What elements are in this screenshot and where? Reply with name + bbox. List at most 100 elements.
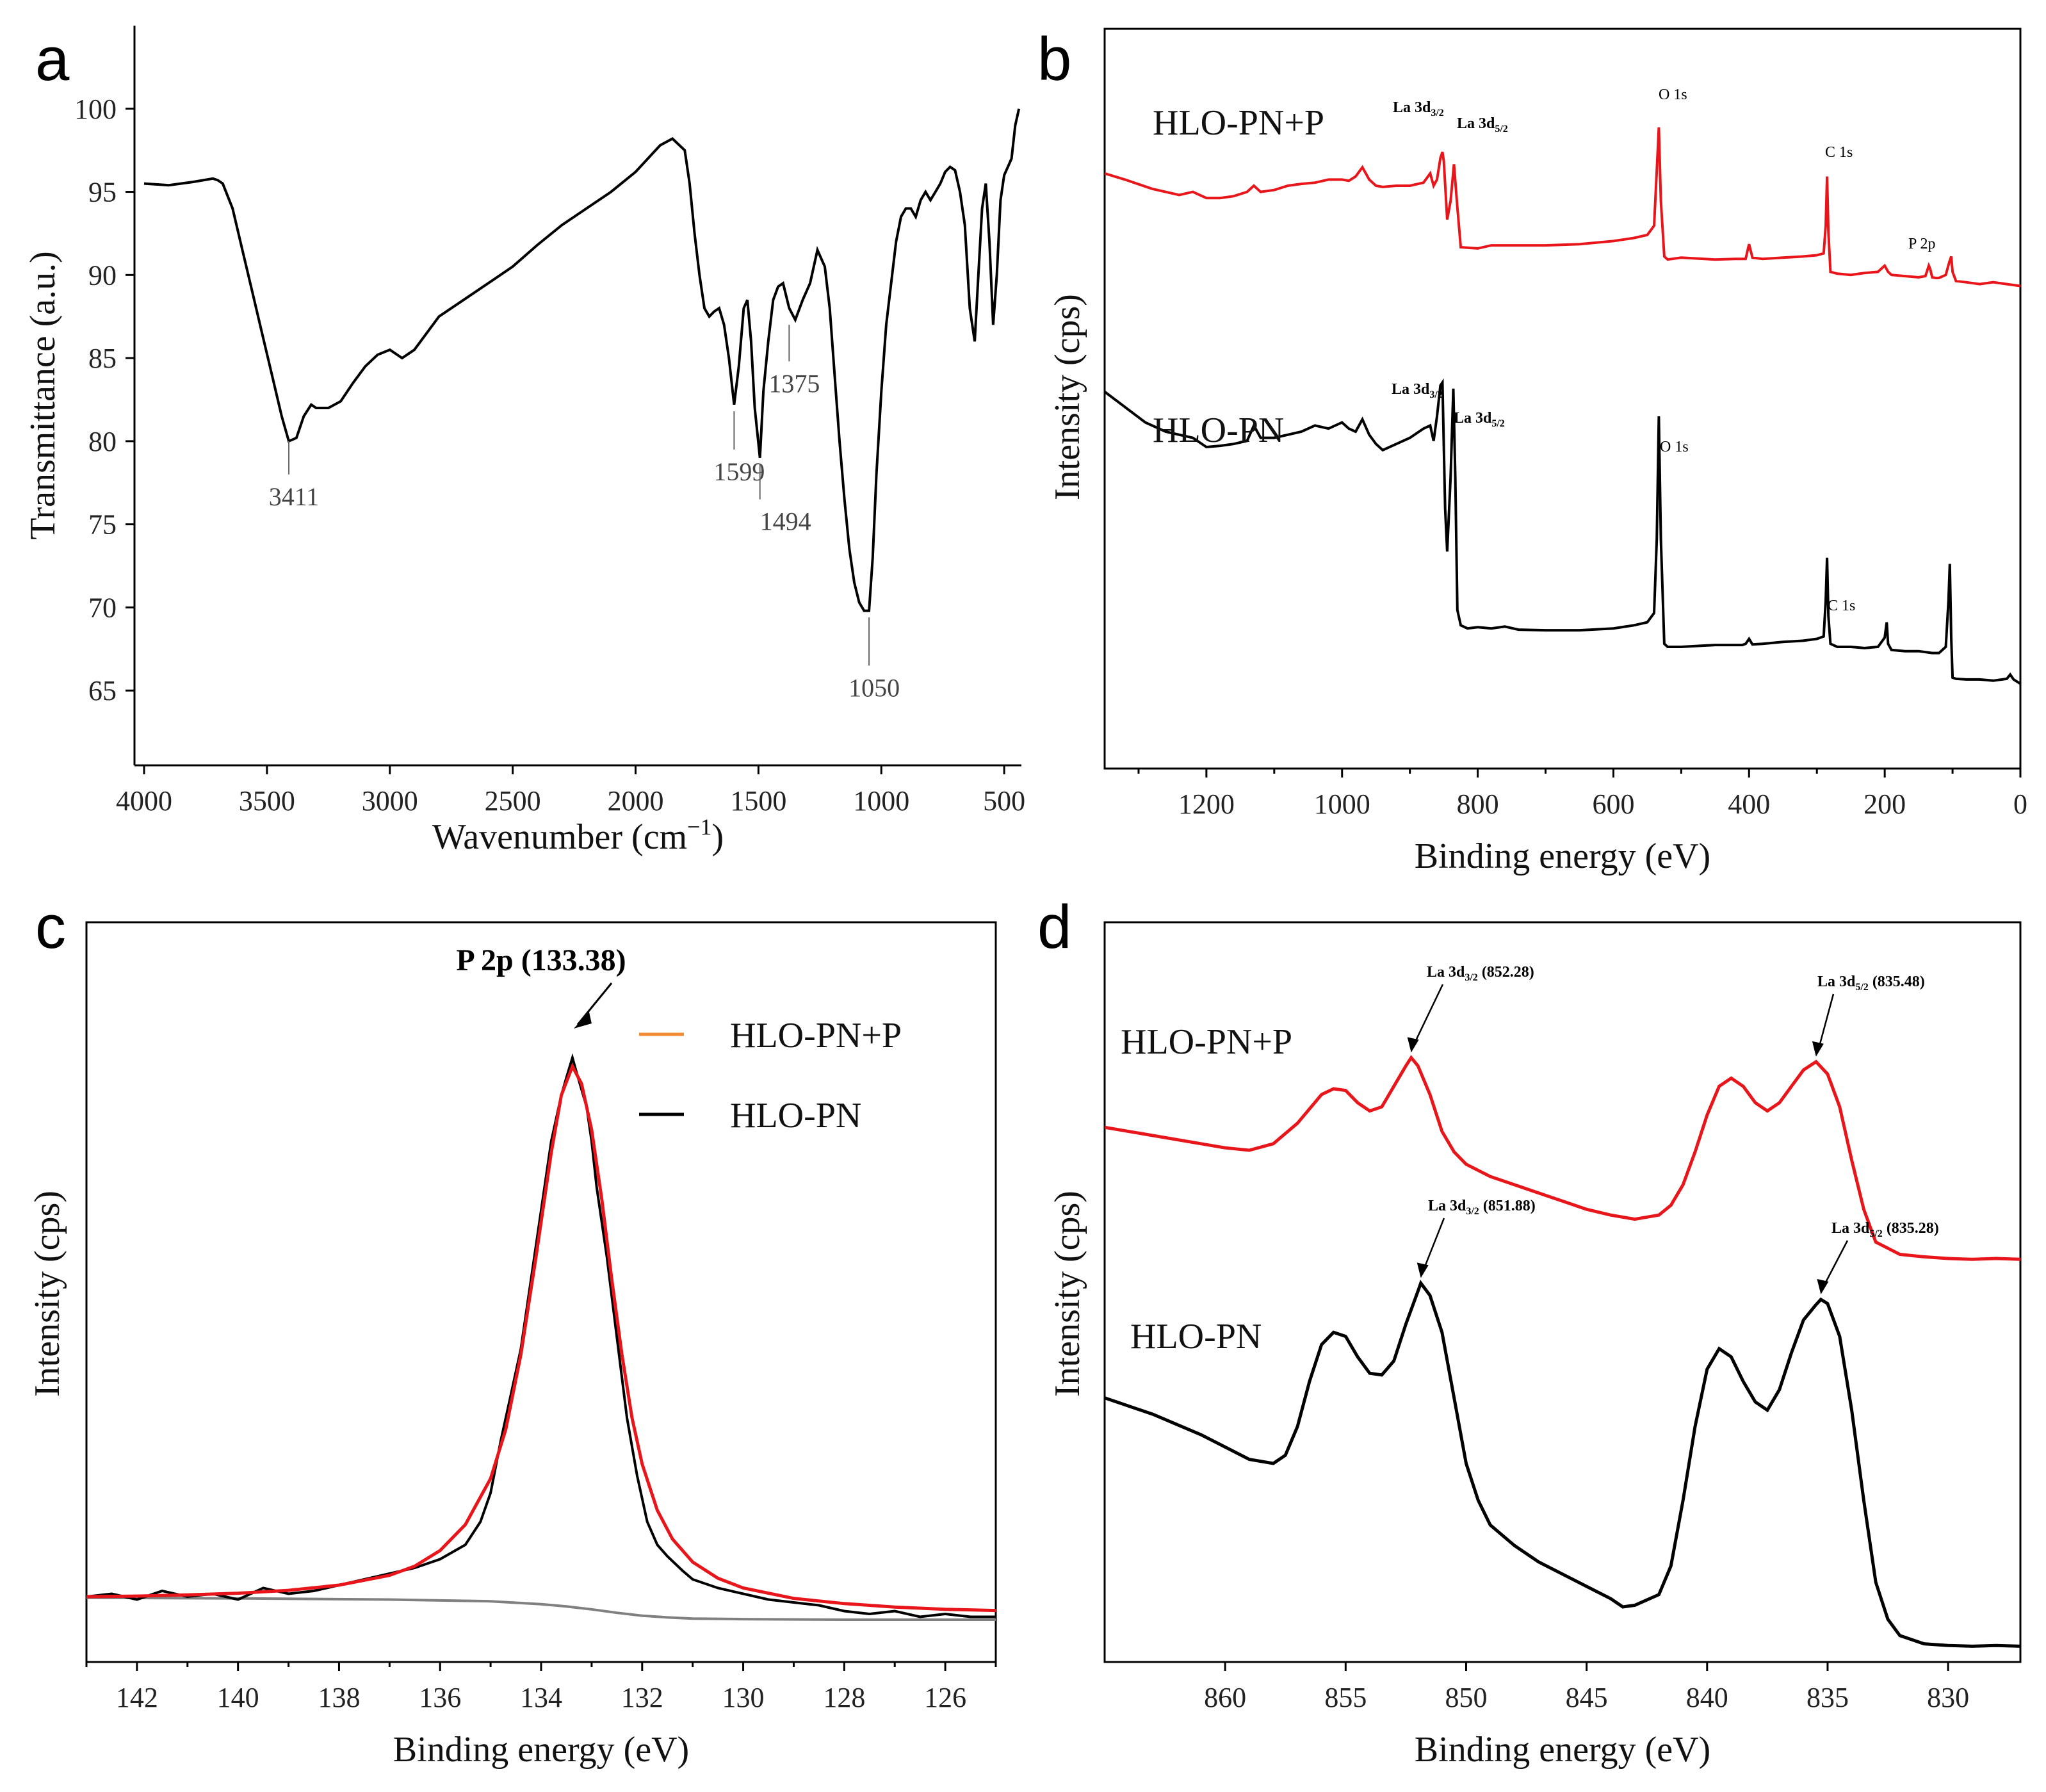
peak-label-main: La 3d — [1393, 99, 1431, 116]
legend-label: HLO-PN+P — [730, 1016, 902, 1055]
x-axis-label: Binding energy (eV) — [1415, 1730, 1710, 1770]
x-axis-label: Binding energy (eV) — [1415, 836, 1710, 876]
peak-arrowhead — [1817, 1279, 1829, 1294]
peak-annotation: 1599 — [713, 457, 765, 486]
x-axis-label-end: ) — [711, 817, 724, 857]
x-axis-label: Binding energy (eV) — [393, 1730, 689, 1770]
x-tick-label: 200 — [1863, 788, 1906, 820]
peak-label: La 3d3/2 (852.28) — [1427, 964, 1534, 983]
series-line-hlo-pn — [86, 1053, 996, 1618]
y-tick-label: 65 — [88, 675, 117, 706]
peak-label-main: La 3d — [1427, 964, 1465, 981]
y-axis-label: Intensity (cps) — [28, 1191, 67, 1397]
y-tick-label: 95 — [88, 177, 117, 208]
series-label-hlo-pn: HLO-PN — [1153, 411, 1284, 450]
x-tick-label: 400 — [1728, 788, 1770, 820]
y-tick-label: 90 — [88, 259, 117, 291]
y-tick-label: 85 — [88, 343, 117, 374]
peak-label-main: La 3d — [1428, 1198, 1466, 1214]
x-tick-label: 1500 — [730, 785, 786, 817]
baseline-line — [86, 1596, 996, 1621]
panel-letter-c: c — [35, 893, 66, 961]
peak-label-value: (835.28) — [1883, 1220, 1939, 1237]
peak-label-main: La 3d — [1392, 381, 1430, 398]
x-tick-label: 128 — [823, 1682, 865, 1713]
panel-d-la3d-chart: 860 855 850 845 840 835 830 HLO-PN+P HLO-PN La 3d… — [1048, 921, 2022, 1770]
peak-label: O 1s — [1659, 86, 1687, 103]
x-tick-label: 138 — [318, 1682, 360, 1713]
peak-arrow-line — [1817, 993, 1835, 1050]
y-tick-label: 75 — [88, 509, 117, 541]
x-tick-label: 855 — [1324, 1682, 1367, 1713]
y-tick-label: 70 — [88, 592, 117, 623]
x-tick-label: 140 — [217, 1682, 259, 1713]
x-tick-label: 142 — [116, 1682, 158, 1713]
x-tick-label: 600 — [1592, 788, 1634, 820]
peak-label-main: O 1s — [1659, 86, 1687, 103]
x-tick-label: 130 — [722, 1682, 765, 1713]
peak-label-main: La 3d — [1817, 973, 1856, 990]
peak-label: P 2p — [1908, 236, 1935, 252]
y-tick-label: 80 — [88, 426, 117, 457]
series-line-hlo-pn-p — [86, 1062, 996, 1613]
peak-annotation-p2p: P 2p (133.38) — [456, 943, 626, 977]
x-tick-label: 835 — [1806, 1682, 1849, 1713]
x-tick-label: 3500 — [239, 785, 295, 817]
x-tick-label: 134 — [520, 1682, 562, 1713]
peak-label-value: (835.48) — [1869, 973, 1925, 990]
peak-annotation: 3411 — [269, 482, 320, 511]
panel-c-p2p-chart: 142 140 138 136 134 132 130 128 126 P 2p (133.38)… — [28, 921, 997, 1770]
peak-arrowhead — [1407, 1037, 1419, 1053]
x-axis-label-main: Wavenumber (cm — [432, 817, 687, 857]
panel-a-ftir-chart: 65 70 75 80 85 90 95 100 4000 3500 3000 2500 2000 150… — [23, 26, 1025, 857]
peak-annotation: 1050 — [848, 673, 900, 702]
panel-letter-d: d — [1037, 893, 1071, 961]
panel-letter-a: a — [35, 25, 70, 94]
x-tick-label: 840 — [1686, 1682, 1728, 1713]
peak-label: C 1s — [1828, 598, 1855, 614]
legend-label: HLO-PN — [730, 1096, 861, 1136]
peak-arrow-line — [1422, 1218, 1445, 1271]
plot-frame — [1103, 28, 2022, 770]
peak-arrow-line — [1823, 1240, 1849, 1287]
x-tick-label: 2000 — [608, 785, 664, 817]
y-tick-label: 100 — [74, 94, 117, 125]
peak-label-sub: 3/2 — [1431, 108, 1443, 118]
peak-label-main: C 1s — [1828, 598, 1855, 614]
x-tick-label: 500 — [983, 785, 1025, 817]
peak-label-main: La 3d — [1831, 1220, 1870, 1237]
peak-label: La 3d5/2 (835.28) — [1831, 1220, 1939, 1239]
annotation-arrow-line — [576, 982, 613, 1025]
x-tick-label: 132 — [621, 1682, 663, 1713]
x-tick-label: 2500 — [485, 785, 541, 817]
peak-label-main: La 3d — [1454, 410, 1492, 427]
peak-arrowhead — [1417, 1262, 1429, 1278]
panel-b-xps-survey-chart: 1200 1000 800 600 400 200 0 HLO-PN+P HLO-PN La 3d… — [1048, 28, 2027, 876]
x-tick-label: 860 — [1204, 1682, 1246, 1713]
peak-label-value: (852.28) — [1478, 964, 1534, 981]
peak-label: La 3d3/2 — [1393, 99, 1444, 118]
x-tick-label: 0 — [2013, 788, 2027, 820]
peak-label: La 3d3/2 (851.88) — [1428, 1198, 1536, 1217]
x-tick-label: 1000 — [1314, 788, 1370, 820]
peak-label-sub: 3/2 — [1465, 972, 1477, 983]
y-axis-label: Intensity (cps) — [1048, 1191, 1087, 1397]
x-tick-label: 136 — [419, 1682, 461, 1713]
x-tick-label: 850 — [1445, 1682, 1487, 1713]
series-line-hlo-pn-p — [1105, 1055, 2020, 1261]
series-line-hlo-pn — [1105, 1280, 2020, 1648]
peak-label: C 1s — [1825, 144, 1853, 161]
panel-letter-b: b — [1037, 25, 1071, 94]
x-tick-label: 3000 — [362, 785, 418, 817]
x-tick-label: 1000 — [853, 785, 909, 817]
peak-label-sub: 5/2 — [1869, 1228, 1882, 1239]
peak-label-sub: 3/2 — [1466, 1206, 1479, 1217]
peak-label-main: P 2p — [1908, 236, 1935, 252]
x-tick-label: 126 — [924, 1682, 966, 1713]
peak-label-sub: 5/2 — [1491, 418, 1504, 429]
series-label-hlo-pn-p: HLO-PN+P — [1121, 1022, 1292, 1062]
x-tick-label: 1200 — [1178, 788, 1235, 820]
series-label-hlo-pn: HLO-PN — [1130, 1317, 1262, 1356]
peak-arrow-line — [1413, 984, 1444, 1045]
